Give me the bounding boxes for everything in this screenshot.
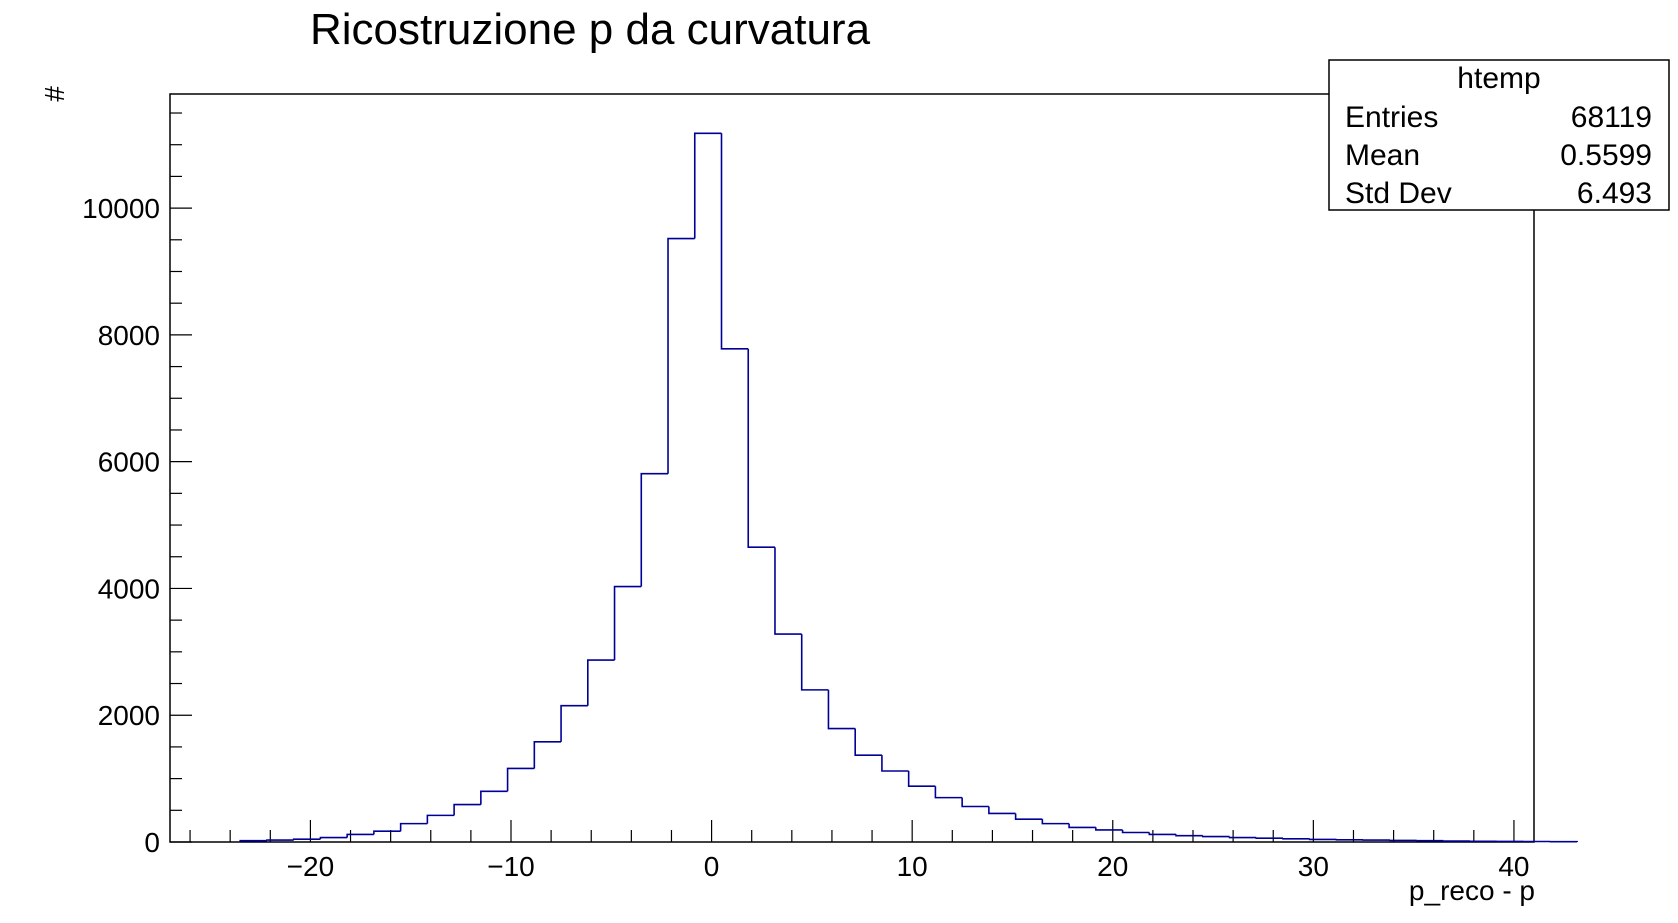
x-tick-label: 20	[1097, 851, 1128, 882]
stats-box: htemp Entries 68119 Mean 0.5599 Std Dev …	[1328, 59, 1670, 211]
histogram-bin	[934, 786, 963, 799]
histogram-bin	[1201, 835, 1230, 838]
histogram-bin	[907, 771, 936, 788]
stats-stddev-value: 6.493	[1577, 177, 1652, 210]
x-tick-label: 30	[1298, 851, 1329, 882]
x-tick-label: −10	[487, 851, 535, 882]
y-tick-label: 2000	[98, 700, 160, 731]
histogram-bin	[1068, 823, 1096, 829]
histogram-bin	[292, 838, 321, 841]
histogram-bin	[1308, 838, 1337, 841]
histogram-bin	[881, 755, 909, 772]
histogram-bin	[800, 634, 829, 691]
histogram-bin	[1228, 836, 1257, 839]
histogram-bin	[1014, 813, 1043, 820]
histogram-bin	[1175, 834, 1203, 837]
y-tick-label: 4000	[98, 573, 160, 604]
histogram-bin	[854, 728, 882, 756]
histogram-bin	[1121, 829, 1150, 834]
x-tick-label: 0	[704, 851, 720, 882]
y-axis: 0 2000 4000 6000 8000 10000	[82, 112, 192, 858]
stats-box-name: htemp	[1457, 62, 1540, 95]
histogram-bin	[506, 767, 535, 792]
stats-entries-value: 68119	[1571, 101, 1652, 134]
histogram-bin	[613, 585, 642, 661]
histogram-bin	[720, 133, 749, 350]
histogram-bin	[1095, 827, 1123, 831]
chart-title: Ricostruzione p da curvatura	[310, 5, 871, 54]
stats-entries-label: Entries	[1345, 101, 1438, 134]
histogram-bin	[961, 797, 989, 808]
y-tick-label: 6000	[98, 447, 160, 478]
histogram-bin	[239, 839, 267, 842]
histogram-bin	[747, 348, 775, 549]
x-tick-label: 10	[897, 851, 928, 882]
histogram	[239, 132, 1578, 843]
x-tick-label: 40	[1498, 851, 1529, 882]
histogram-bin	[533, 741, 562, 769]
stats-box-border	[1328, 59, 1670, 211]
y-tick-label: 8000	[98, 320, 160, 351]
stats-mean-value: 0.5599	[1560, 139, 1652, 172]
y-tick-label: 0	[144, 827, 160, 858]
histogram-bin	[988, 806, 1016, 815]
plot-frame-border	[169, 93, 1535, 843]
histogram-bin	[399, 822, 428, 832]
x-axis-label: p_reco - p	[1409, 875, 1535, 906]
histogram-bin	[693, 132, 722, 239]
histogram-bin	[266, 839, 294, 841]
y-tick-label: 10000	[82, 193, 160, 224]
x-axis: −20 −10 0 10 20 30 40	[189, 820, 1530, 882]
histogram-bin	[640, 472, 669, 587]
histogram-bin	[346, 833, 374, 838]
histogram-bin	[587, 659, 615, 706]
histogram-bin	[426, 814, 455, 824]
y-axis-label: #	[39, 86, 70, 102]
stats-stddev-label: Std Dev	[1345, 177, 1452, 210]
histogram-bin	[1282, 838, 1310, 840]
histogram-bin	[774, 547, 802, 635]
histogram-bin	[827, 689, 856, 730]
histogram-bin	[373, 830, 401, 835]
histogram-bin	[1549, 840, 1578, 843]
plot-frame	[169, 93, 1535, 843]
histogram-bin	[1148, 832, 1177, 836]
histogram-bin	[560, 704, 588, 742]
histogram-bin	[667, 237, 695, 474]
histogram-bin	[1255, 837, 1283, 839]
stats-mean-label: Mean	[1345, 139, 1420, 172]
x-tick-label: −20	[287, 851, 335, 882]
histogram-bin	[319, 836, 348, 840]
histogram-bin	[453, 803, 481, 816]
histogram-bin	[1041, 819, 1070, 825]
histogram-bin	[480, 790, 508, 805]
